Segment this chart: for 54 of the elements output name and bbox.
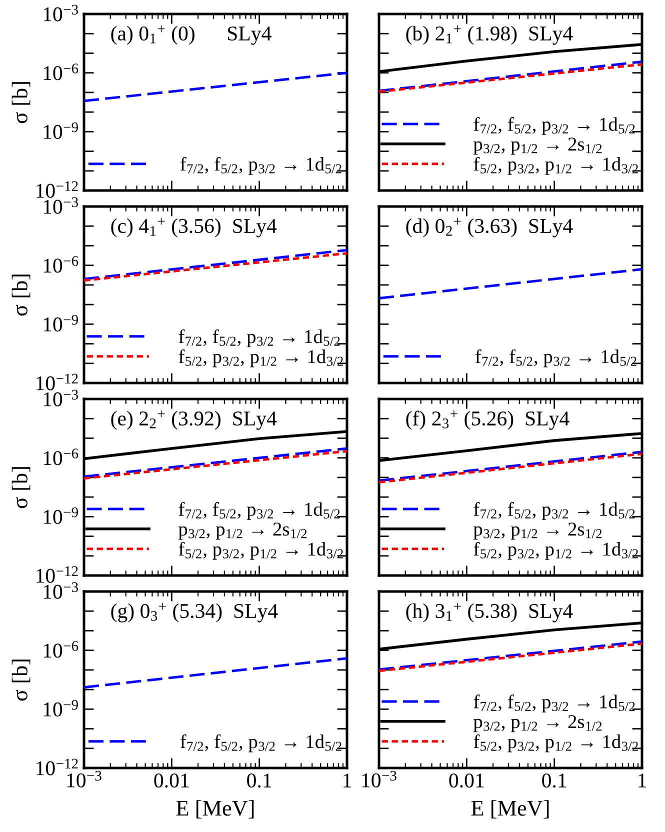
legend-label: f$_{7/2}$, f$_{5/2}$, p$_{3/2}$ → 1d$_{5/2}$ (474, 694, 635, 712)
text: (b) 2$_{1}$$^{+}$ (1.98) SLy4 (406, 25, 573, 45)
y-tick-label: 10$^{−9}$ (44, 507, 78, 524)
y-tick-label: 10$^{−6}$ (44, 448, 78, 466)
y-tick-label: 10$^{−6}$ (44, 256, 78, 273)
x-tick-label: 0.01 (449, 773, 484, 788)
y-tick-label: 10$^{−3}$ (44, 582, 78, 599)
legend-label: f$_{7/2}$, f$_{5/2}$, p$_{3/2}$ → 1d$_{5/2}$ (180, 156, 342, 175)
text: (g) 0$_{3}$$^{+}$ (5.34) SLy4 (111, 602, 278, 622)
legend-label: p$_{3/2}$, p$_{1/2}$ → 2s$_{1/2}$ (178, 522, 307, 540)
text: (f) 2$_{3}$$^{+}$ (5.26) SLy4 (406, 410, 570, 430)
y-axis-title: σ [b] (12, 660, 30, 701)
y-tick-label: 10$^{−3}$ (44, 4, 78, 22)
y-tick-label: 10$^{−9}$ (44, 700, 78, 716)
text: (e) 2$_{2}$$^{+}$ (3.92) SLy4 (111, 410, 277, 430)
x-tick-label: 0.01 (154, 773, 189, 788)
legend-label: p$_{3/2}$, p$_{1/2}$ → 2s$_{1/2}$ (473, 138, 602, 155)
y-tick-label: 10$^{−6}$ (44, 641, 78, 658)
y-axis-title: σ [b] (12, 82, 30, 124)
y-tick-label: 10$^{−6}$ (44, 64, 78, 80)
x-axis-title: E [MeV] (471, 800, 549, 818)
y-tick-label: 10$^{−9}$ (44, 314, 78, 332)
y-tick-label: 10$^{−12}$ (36, 374, 78, 390)
legend-label: f$_{5/2}$, p$_{3/2}$, p$_{1/2}$ → 1d$_{3/2}$ (474, 542, 638, 560)
text: (c) 4$_{1}$$^{+}$ (3.56) SLy4 (111, 218, 277, 238)
y-tick-label: 10$^{−9}$ (44, 122, 78, 139)
x-axis-title: E [MeV] (176, 800, 254, 818)
legend-label: f$_{5/2}$, p$_{3/2}$, p$_{1/2}$ → 1d$_{3/2}$ (178, 542, 343, 560)
x-tick-label: 10$^{−3}$ (362, 770, 396, 788)
y-axis-title: σ [b] (12, 467, 30, 508)
y-tick-label: 10$^{−3}$ (44, 197, 78, 214)
legend-label: p$_{3/2}$, p$_{1/2}$ → 2s$_{1/2}$ (473, 522, 602, 540)
legend-label: f$_{7/2}$, f$_{5/2}$, p$_{3/2}$ → 1d$_{5/2}$ (178, 329, 340, 348)
x-tick-label: 1 (344, 774, 351, 788)
y-tick-label: 10$^{−12}$ (36, 181, 78, 198)
legend-label: f$_{7/2}$, f$_{5/2}$, p$_{3/2}$ → 1d$_{5/2}$ (178, 502, 340, 520)
text: (d) 0$_{2}$$^{+}$ (3.63) SLy4 (406, 218, 573, 238)
legend-label: f$_{7/2}$, f$_{5/2}$, p$_{3/2}$ → 1d$_{5/2}$ (180, 734, 342, 752)
legend-label: f$_{5/2}$, p$_{3/2}$, p$_{1/2}$ → 1d$_{3/2}$ (474, 734, 638, 752)
legend-label: f$_{7/2}$, f$_{5/2}$, p$_{3/2}$ → 1d$_{5/2}$ (474, 117, 635, 135)
legend-label: f$_{5/2}$, p$_{3/2}$, p$_{1/2}$ → 1d$_{3/2}$ (178, 349, 343, 368)
text: (h) 3$_{1}$$^{+}$ (5.38) SLy4 (406, 602, 573, 622)
legend-label: p$_{3/2}$, p$_{1/2}$ → 2s$_{1/2}$ (473, 715, 602, 732)
x-tick-label: 0.1 (542, 773, 566, 788)
legend-label: f$_{5/2}$, p$_{3/2}$, p$_{1/2}$ → 1d$_{3/2}$ (474, 156, 638, 175)
text: (a) 0$_{1}$$^{+}$ (0) SLy4 (111, 25, 272, 45)
legend-label: f$_{7/2}$, f$_{5/2}$, p$_{3/2}$ → 1d$_{5/2}$ (475, 349, 636, 368)
y-axis-title: σ [b] (12, 274, 30, 316)
y-tick-label: 10$^{−3}$ (44, 390, 78, 406)
x-tick-label: 1 (638, 774, 646, 788)
x-tick-label: 0.1 (247, 773, 272, 788)
legend-label: f$_{7/2}$, f$_{5/2}$, p$_{3/2}$ → 1d$_{5/2}$ (474, 502, 635, 520)
x-tick-label: 10$^{−3}$ (67, 770, 102, 788)
y-tick-label: 10$^{−12}$ (36, 566, 78, 583)
